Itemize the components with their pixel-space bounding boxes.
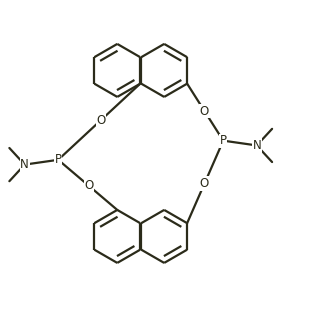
Text: O: O: [200, 105, 209, 118]
Text: N: N: [20, 158, 29, 171]
Text: P: P: [55, 153, 62, 166]
Text: P: P: [220, 134, 227, 147]
Text: O: O: [84, 179, 94, 192]
Text: O: O: [96, 114, 106, 127]
Text: O: O: [200, 177, 209, 190]
Text: N: N: [252, 139, 261, 152]
